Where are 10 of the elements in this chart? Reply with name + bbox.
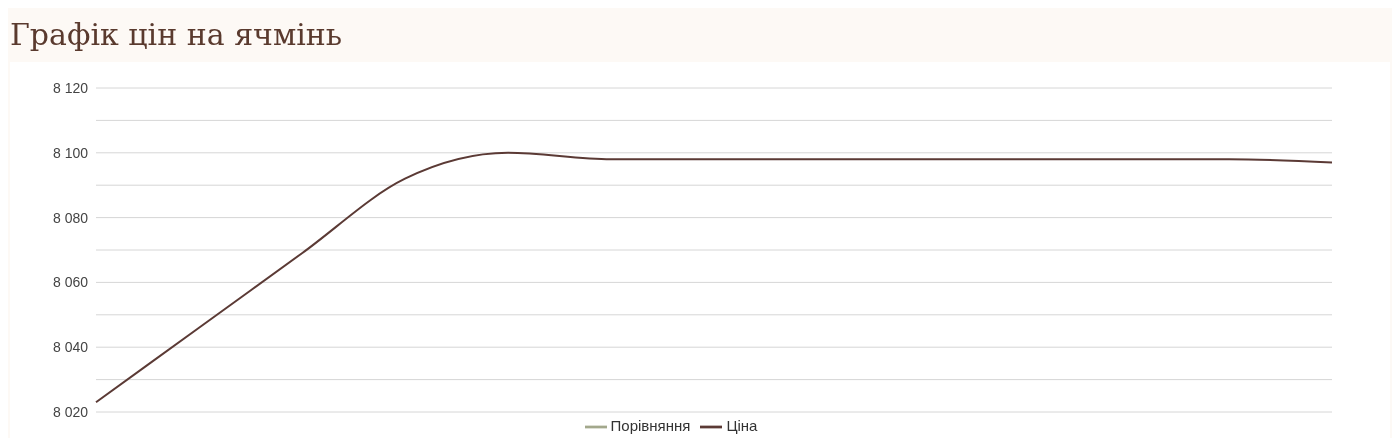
y-tick-label: 8 040 — [52, 339, 89, 356]
chart-title: Графік цін на ячмінь — [9, 16, 344, 54]
y-tick-label: 8 080 — [52, 209, 89, 226]
legend-label: Порівняння — [610, 416, 691, 434]
line-series — [95, 151, 1333, 404]
y-tick-label: 8 100 — [52, 144, 89, 161]
legend-label: Ціна — [726, 416, 758, 434]
y-tick-label: 8 020 — [52, 403, 89, 420]
y-tick-label: 8 060 — [52, 274, 89, 291]
y-tick-label: 8 120 — [52, 79, 89, 96]
